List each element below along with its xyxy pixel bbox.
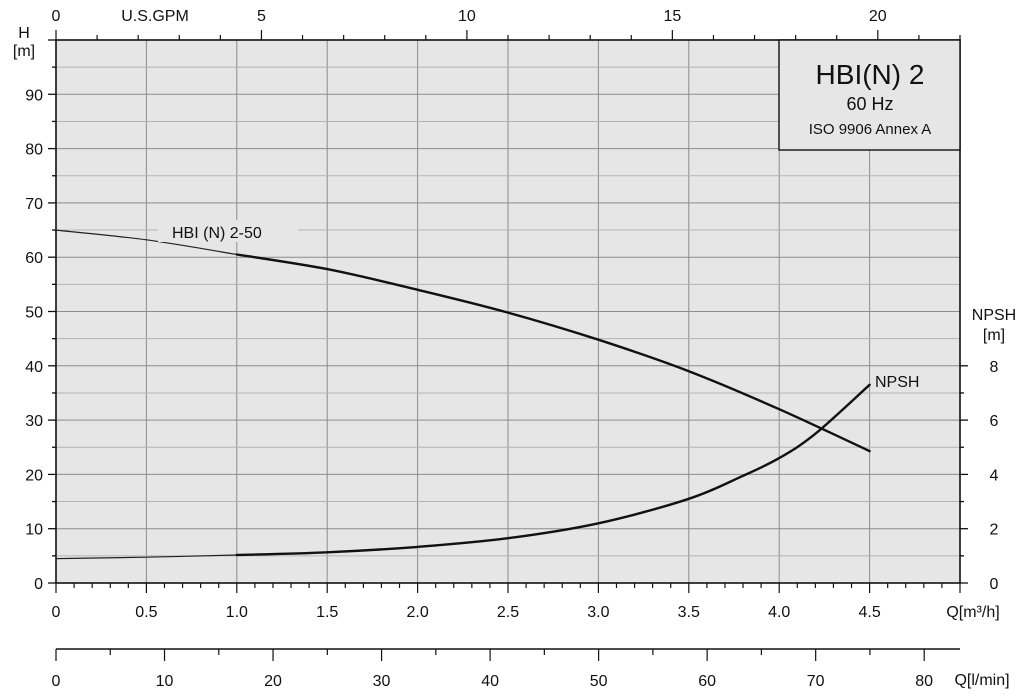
extra-axis-tick-label: 10	[156, 673, 174, 690]
left-axis-label-unit: [m]	[13, 43, 35, 60]
head-curve	[235, 253, 871, 453]
npsh-curve-thin	[55, 554, 237, 560]
head-curve-label-bg	[158, 220, 298, 242]
extra-axis-tick-label: 20	[264, 673, 282, 690]
title-box-standard: ISO 9906 Annex A	[809, 121, 932, 138]
bottom-axis-tick-label: 2.0	[406, 604, 428, 621]
extra-axis-tick-label: 80	[915, 673, 933, 690]
left-axis-tick-label: 10	[25, 522, 43, 539]
bottom-axis-tick-label: 2.5	[497, 604, 519, 621]
bottom-axis-tick-label: 1.5	[316, 604, 338, 621]
npsh-curve-label: NPSH	[875, 374, 919, 391]
npsh-curve	[235, 383, 871, 557]
bottom-axis-tick-label: 0.5	[135, 604, 157, 621]
left-axis-tick-label: 60	[25, 250, 43, 267]
extra-axis-tick-label: 40	[481, 673, 499, 690]
extra-axis-tick-label: 50	[590, 673, 608, 690]
left-axis-tick-label: 80	[25, 142, 43, 159]
title-box	[778, 39, 961, 151]
top-axis-label: U.S.GPM	[121, 8, 189, 25]
left-axis-tick-label: 20	[25, 467, 43, 484]
top-axis-tick-label: 5	[257, 8, 266, 25]
head-curve-thin	[55, 229, 237, 256]
top-axis-tick-label: 0	[52, 8, 61, 25]
left-axis-tick-label: 30	[25, 413, 43, 430]
left-axis-tick-label: 90	[25, 87, 43, 104]
title-box-model: HBI(N) 2	[816, 59, 925, 90]
title-box-frequency: 60 Hz	[846, 94, 893, 114]
bottom-axis-tick-label: 3.0	[587, 604, 609, 621]
left-axis-tick-label: 0	[34, 576, 43, 593]
bottom-axis-tick-label: 1.0	[226, 604, 248, 621]
extra-axis-label: Q[l/min]	[954, 672, 1009, 689]
bottom-axis-label: Q[m³/h]	[946, 604, 999, 621]
right-axis-tick-label: 4	[990, 467, 999, 484]
extra-axis-tick-label: 70	[807, 673, 825, 690]
head-curve-label: HBI (N) 2-50	[172, 225, 262, 242]
left-axis-tick-label: 40	[25, 359, 43, 376]
extra-axis-tick-label: 30	[373, 673, 391, 690]
curves	[55, 229, 871, 560]
top-axis-tick-label: 20	[869, 8, 887, 25]
right-axis-tick-label: 2	[990, 522, 999, 539]
bottom-axis-tick-label: 4.0	[768, 604, 790, 621]
extra-axis-tick-label: 60	[698, 673, 716, 690]
left-axis-tick-label: 50	[25, 305, 43, 322]
bottom-axis-tick-label: 4.5	[858, 604, 880, 621]
left-axis-tick-label: 70	[25, 196, 43, 213]
right-axis-tick-label: 0	[990, 576, 999, 593]
right-axis-label-unit: [m]	[983, 327, 1005, 344]
right-axis-tick-label: 8	[990, 359, 999, 376]
right-axis-label-npsh: NPSH	[972, 307, 1016, 324]
extra-axis-tick-label: 0	[52, 673, 61, 690]
top-axis-tick-label: 10	[458, 8, 476, 25]
left-axis-label-h: H	[18, 25, 30, 42]
bottom-axis-tick-label: 0	[52, 604, 61, 621]
right-axis-tick-label: 6	[990, 413, 999, 430]
top-axis-tick-label: 15	[663, 8, 681, 25]
bottom-axis-tick-label: 3.5	[678, 604, 700, 621]
